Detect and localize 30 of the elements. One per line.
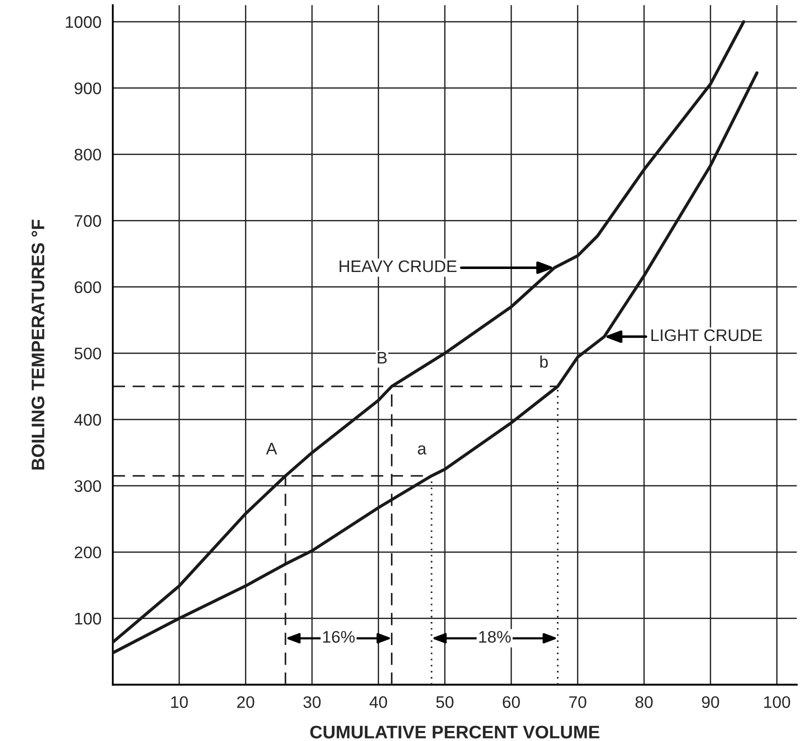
annotation: 18% <box>479 630 511 643</box>
x-axis-title: CUMULATIVE PERCENT VOLUME <box>310 726 600 738</box>
y-tick-label: 900 <box>74 82 102 94</box>
annotation: 16% <box>323 630 355 643</box>
y-axis-title: BOILING TEMPERATURES °F <box>32 220 44 470</box>
y-tick-label: 800 <box>74 148 102 161</box>
y-tick-label: 400 <box>74 414 102 426</box>
y-tick-label: 100 <box>75 612 102 625</box>
y-tick-label: 700 <box>74 215 102 227</box>
x-tick-label: 90 <box>702 696 720 708</box>
x-tick-label: 10 <box>171 696 188 708</box>
x-tick-label: 20 <box>237 696 254 708</box>
x-tick-label: 60 <box>502 696 520 708</box>
y-tick-label: 500 <box>74 348 102 360</box>
annotation: LIGHT CRUDE <box>651 329 762 342</box>
x-tick-label: 30 <box>303 696 321 708</box>
x-tick-label: 50 <box>436 696 454 708</box>
annotation: HEAVY CRUDE <box>340 260 456 272</box>
y-tick-label: 1000 <box>66 16 102 28</box>
annotation: A <box>266 442 278 454</box>
annotation: a <box>418 445 426 455</box>
annotation: B <box>378 352 387 364</box>
y-tick-label: 300 <box>74 480 102 492</box>
x-tick-label: 100 <box>764 696 790 708</box>
annotation: b <box>540 356 548 368</box>
x-tick-label: 70 <box>569 696 586 708</box>
y-tick-label: 600 <box>74 281 102 294</box>
x-tick-label: 40 <box>370 696 388 708</box>
x-tick-label: 80 <box>636 696 653 708</box>
y-tick-label: 200 <box>74 546 102 558</box>
